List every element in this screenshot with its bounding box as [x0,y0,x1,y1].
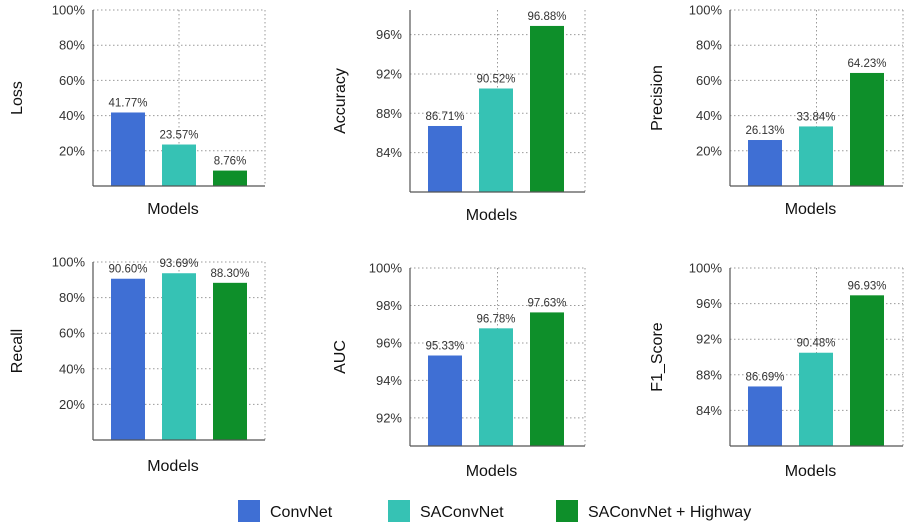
auc-y-axis-title: AUC [332,340,349,374]
f1-score-y-tick-label: 92% [696,332,722,347]
loss-bar-convnet [111,112,145,186]
accuracy-y-tick-label: 92% [376,66,402,81]
auc-data-label-saconvnet: 96.78% [476,313,515,325]
legend-swatch-saconvnet-highway [556,500,578,522]
auc-chart: 92% 94% 96% 98% 100% 95.33% 96.78% 97.63% AUC Mod… [332,261,586,480]
loss-bar-saconvnet [162,144,196,186]
accuracy-y-tick-label: 96% [376,27,402,42]
auc-data-label-saconvnet-highway: 97.63% [527,297,566,309]
precision-y-tick-label: 80% [696,38,722,53]
accuracy-data-label-saconvnet: 90.52% [476,74,515,86]
precision-bar-convnet [748,140,782,186]
f1-score-bar-saconvnet [799,352,833,446]
recall-y-tick-label: 60% [59,326,85,341]
f1-score-x-axis-title: Models [785,463,837,480]
precision-bar-saconvnet-highway [850,72,884,186]
loss-data-label-convnet: 41.77% [108,97,147,109]
accuracy-x-axis-title: Models [466,207,518,224]
f1-score-bar-saconvnet-highway [850,295,884,446]
accuracy-data-label-convnet: 86.71% [425,111,464,123]
recall-y-tick-label: 20% [59,397,85,412]
legend-label-saconvnet-highway: SAConvNet + Highway [588,504,751,521]
accuracy-y-axis-title: Accuracy [332,68,349,134]
accuracy-chart: 84% 88% 92% 96% 86.71% 90.52% 96.88% Accuracy Mo… [332,10,586,224]
f1-score-data-label-saconvnet-highway: 96.93% [847,280,886,292]
loss-y-tick-label: 80% [59,38,85,53]
recall-bar-convnet [111,278,145,440]
f1-score-data-label-convnet: 86.69% [745,371,784,383]
loss-y-axis-title: Loss [9,81,26,115]
precision-x-axis-title: Models [785,201,837,218]
auc-y-tick-label: 94% [376,373,402,388]
f1-score-y-tick-label: 100% [689,261,723,276]
auc-data-label-convnet: 95.33% [425,341,464,353]
f1-score-y-axis-title: F1_Score [649,322,666,391]
auc-y-tick-label: 92% [376,410,402,425]
loss-bar-saconvnet-highway [213,170,247,186]
precision-data-label-saconvnet-highway: 64.23% [847,58,886,70]
loss-y-tick-label: 40% [59,108,85,123]
loss-data-label-saconvnet-highway: 8.76% [214,156,247,168]
legend-swatch-saconvnet [388,500,410,522]
recall-data-label-convnet: 90.60% [108,264,147,276]
f1-score-bar-convnet [748,386,782,446]
legend-swatch-convnet [238,500,260,522]
loss-y-tick-label: 60% [59,73,85,88]
precision-chart: 20% 40% 60% 80% 100% 26.13% 33.84% 64.23% Precis… [649,3,904,218]
precision-y-tick-label: 40% [696,108,722,123]
recall-bar-saconvnet-highway [213,282,247,440]
auc-y-tick-label: 98% [376,298,402,313]
auc-bar-saconvnet-highway [530,312,564,446]
precision-y-axis-title: Precision [649,65,666,131]
legend-label-convnet: ConvNet [270,504,333,521]
recall-chart: 20% 40% 60% 80% 100% 90.60% 93.69% 88.30% Recall… [9,255,266,475]
auc-x-axis-title: Models [466,463,518,480]
loss-data-label-saconvnet: 23.57% [159,130,198,142]
legend-label-saconvnet: SAConvNet [420,504,504,521]
accuracy-y-tick-label: 88% [376,106,402,121]
recall-bar-saconvnet [162,273,196,440]
recall-y-tick-label: 80% [59,290,85,305]
f1-score-y-tick-label: 84% [696,403,722,418]
precision-bar-saconvnet [799,126,833,186]
accuracy-bar-saconvnet-highway [530,25,564,192]
f1-score-y-tick-label: 88% [696,367,722,382]
accuracy-bar-saconvnet [479,88,513,192]
auc-y-tick-label: 96% [376,335,402,350]
recall-x-axis-title: Models [147,458,199,475]
loss-x-axis-title: Models [147,201,199,218]
precision-y-tick-label: 20% [696,143,722,158]
loss-chart: 20% 40% 60% 80% 100% 41.77% 23.57% 8.76% Loss Mod… [9,3,266,218]
precision-y-tick-label: 100% [689,3,723,18]
auc-bar-convnet [428,355,462,446]
recall-y-tick-label: 100% [52,255,86,270]
accuracy-y-tick-label: 84% [376,145,402,160]
recall-y-tick-label: 40% [59,361,85,376]
loss-y-tick-label: 20% [59,143,85,158]
f1-score-y-tick-label: 96% [696,296,722,311]
loss-y-tick-label: 100% [52,3,86,18]
recall-data-label-saconvnet-highway: 88.30% [210,268,249,280]
legend: ConvNet SAConvNet SAConvNet + Highway [238,500,751,522]
precision-y-tick-label: 60% [696,73,722,88]
f1-score-chart: 84% 88% 92% 96% 100% 86.69% 90.48% 96.93% F1_Sco… [649,261,904,480]
precision-data-label-convnet: 26.13% [745,125,784,137]
f1-score-data-label-saconvnet: 90.48% [796,338,835,350]
auc-y-tick-label: 100% [369,261,403,276]
auc-bar-saconvnet [479,328,513,446]
recall-data-label-saconvnet: 93.69% [159,258,198,270]
accuracy-bar-convnet [428,125,462,192]
accuracy-data-label-saconvnet-highway: 96.88% [527,11,566,23]
precision-data-label-saconvnet: 33.84% [796,111,835,123]
recall-y-axis-title: Recall [9,329,26,373]
